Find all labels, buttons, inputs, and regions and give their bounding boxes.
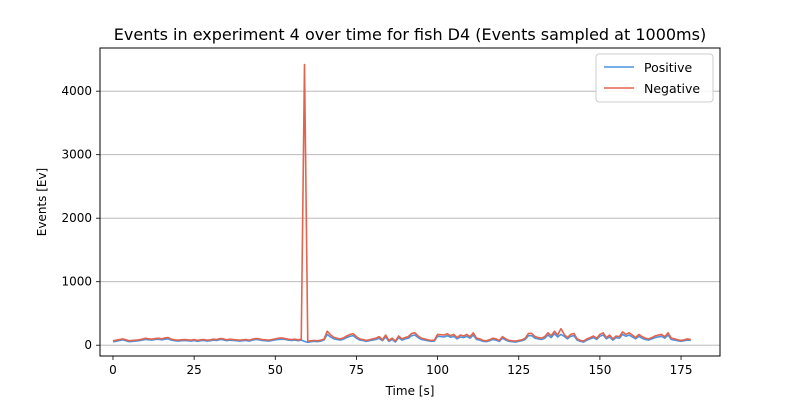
plot-frame [99,47,721,357]
y-axis-label: Events [Ev] [35,168,49,237]
gridlines [100,90,720,346]
x-tick-label: 50 [268,363,283,377]
y-tick-label: 4000 [61,84,92,98]
x-tick-label: 175 [670,363,693,377]
legend: Positive Negative [595,53,714,103]
legend-box [595,53,714,103]
y-axis-ticks: 0 1000 2000 3000 4000 [61,84,100,352]
x-axis-label: Time [s] [385,384,435,398]
y-tick-label: 3000 [61,148,92,162]
x-tick-label: 0 [109,363,117,377]
series-line-negative [112,63,691,343]
x-axis-ticks: 0 25 50 75 100 125 150 175 [109,356,693,377]
series-line-positive [112,332,691,344]
legend-label-positive: Positive [644,60,692,75]
y-tick-label: 0 [84,338,92,352]
y-tick-label: 1000 [61,275,92,289]
x-tick-label: 75 [349,363,364,377]
x-tick-label: 150 [588,363,611,377]
x-tick-label: 100 [426,363,449,377]
series-lines [112,63,691,344]
chart-title: Events in experiment 4 over time for fis… [114,25,706,44]
x-tick-label: 125 [507,363,530,377]
legend-label-negative: Negative [644,81,700,96]
y-tick-label: 2000 [61,211,92,225]
x-tick-label: 25 [186,363,201,377]
